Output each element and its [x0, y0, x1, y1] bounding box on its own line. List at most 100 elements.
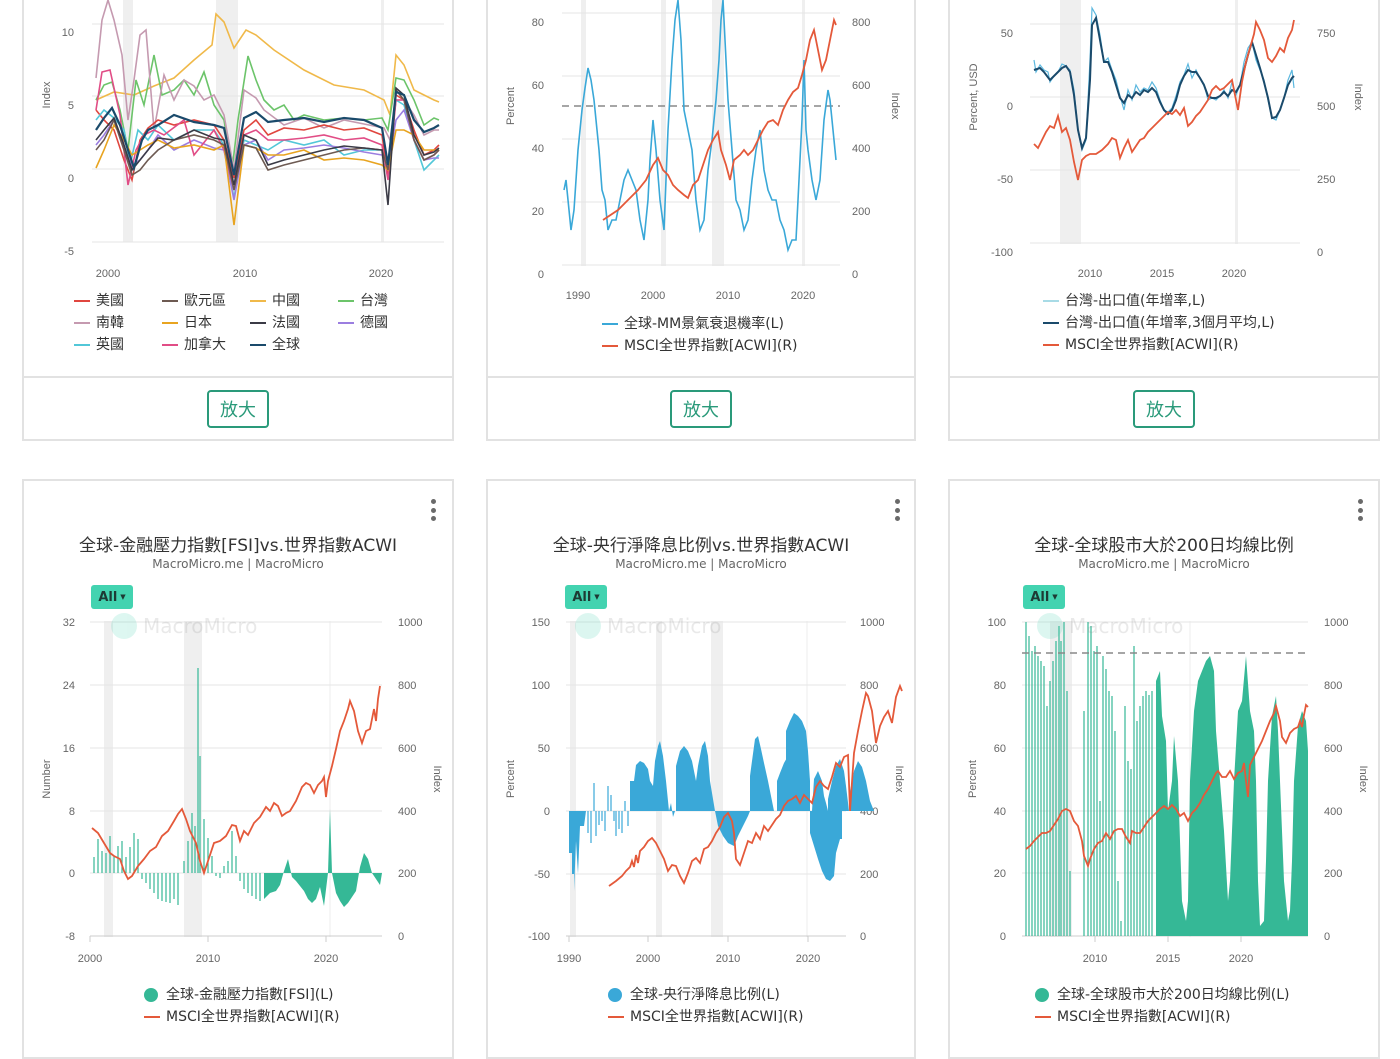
- legend-item-eurozone[interactable]: 歐元區: [162, 290, 250, 312]
- svg-text:0: 0: [860, 931, 866, 943]
- legend-item-fsi[interactable]: 全球-金融壓力指數[FSI](L): [144, 984, 340, 1006]
- svg-text:600: 600: [1324, 743, 1342, 755]
- legend-item-exports-yoy[interactable]: 台灣-出口值(年增率,L): [1043, 290, 1275, 312]
- svg-text:2000: 2000: [641, 290, 665, 302]
- svg-text:0: 0: [538, 269, 544, 281]
- svg-text:-50: -50: [534, 869, 550, 881]
- taiwan-exports-legend: 台灣-出口值(年增率,L) 台灣-出口值(年增率,3個月平均,L) MSCI全世…: [1043, 290, 1275, 356]
- svg-text:10: 10: [62, 27, 74, 39]
- legend-item-exports-3ma[interactable]: 台灣-出口值(年增率,3個月平均,L): [1043, 312, 1275, 334]
- pmi-legend: 美國 歐元區 中國 台灣 南韓 日本 法國 德國 英國 加拿大 全球: [74, 290, 426, 356]
- left-axis-label: Percent: [505, 760, 517, 798]
- card-footer: 放大: [950, 376, 1378, 439]
- svg-text:2000: 2000: [78, 953, 102, 965]
- more-options-icon[interactable]: [1355, 499, 1365, 521]
- legend-item-canada[interactable]: 加拿大: [162, 334, 250, 356]
- legend-item-cb-cuts[interactable]: 全球-央行淨降息比例(L): [608, 984, 804, 1006]
- svg-text:0: 0: [68, 173, 74, 185]
- legend-item-japan[interactable]: 日本: [162, 312, 250, 334]
- range-selector-all[interactable]: All ▼: [1023, 585, 1065, 609]
- svg-text:-100: -100: [528, 931, 550, 943]
- right-axis-label: Index: [1357, 766, 1369, 793]
- svg-text:0: 0: [1324, 931, 1330, 943]
- svg-text:1000: 1000: [398, 617, 422, 629]
- svg-text:200: 200: [1324, 868, 1342, 880]
- legend-item-global[interactable]: 全球: [250, 334, 338, 356]
- recession-legend: 全球-MM景氣衰退機率(L) MSCI全世界指數[ACWI](R): [602, 313, 798, 357]
- left-axis-label: Number: [41, 759, 53, 798]
- macromicro-watermark: MacroMicro: [111, 613, 257, 639]
- svg-text:800: 800: [398, 680, 416, 692]
- svg-text:0: 0: [1007, 101, 1013, 113]
- legend-item-above-200dma[interactable]: 全球-全球股市大於200日均線比例(L): [1035, 984, 1290, 1006]
- legend-item-us[interactable]: 美國: [74, 290, 162, 312]
- range-selector-all[interactable]: All ▼: [565, 585, 607, 609]
- svg-text:750: 750: [1317, 28, 1335, 40]
- svg-text:400: 400: [1324, 806, 1342, 818]
- more-options-icon[interactable]: [428, 499, 438, 521]
- svg-text:0: 0: [852, 269, 858, 281]
- legend-item-china[interactable]: 中國: [250, 290, 338, 312]
- svg-text:20: 20: [994, 868, 1006, 880]
- svg-text:0: 0: [1317, 247, 1323, 259]
- right-axis-label: Index: [893, 766, 905, 793]
- zoom-button[interactable]: 放大: [207, 389, 269, 428]
- svg-text:60: 60: [532, 80, 544, 92]
- right-axis-label: Index: [1352, 84, 1364, 111]
- legend-item-acwi[interactable]: MSCI全世界指數[ACWI](R): [602, 335, 798, 357]
- svg-text:2010: 2010: [196, 953, 220, 965]
- zoom-button[interactable]: 放大: [670, 389, 732, 428]
- chart-card-taiwan-exports: 50 0 -50 -100 750 500 250 0 Percent, USD Index…: [948, 0, 1380, 441]
- svg-text:1990: 1990: [557, 953, 581, 965]
- legend-item-taiwan[interactable]: 台灣: [338, 290, 426, 312]
- svg-text:1000: 1000: [860, 617, 884, 629]
- legend-item-recession-probability[interactable]: 全球-MM景氣衰退機率(L): [602, 313, 798, 335]
- chart-card-pmi: 10 5 0 -5 Index 2000 2010 2020 美國 歐元區 中國…: [22, 0, 454, 441]
- svg-text:1990: 1990: [566, 290, 590, 302]
- svg-text:250: 250: [1317, 174, 1335, 186]
- svg-text:32: 32: [63, 617, 75, 629]
- macromicro-watermark: MacroMicro: [1037, 613, 1183, 639]
- chart-subtitle: MacroMicro.me | MacroMicro: [1078, 557, 1250, 571]
- svg-text:50: 50: [538, 743, 550, 755]
- svg-text:2020: 2020: [1222, 268, 1246, 280]
- legend-item-korea[interactable]: 南韓: [74, 312, 162, 334]
- range-selector-all[interactable]: All ▼: [91, 585, 133, 609]
- svg-text:800: 800: [852, 17, 870, 29]
- svg-text:100: 100: [988, 617, 1006, 629]
- svg-text:-50: -50: [997, 174, 1013, 186]
- legend-item-uk[interactable]: 英國: [74, 334, 162, 356]
- chart-card-recession-probability: 80 60 40 20 0 800 600 400 200 0 Percent Index 19…: [486, 0, 916, 441]
- svg-text:150: 150: [532, 617, 550, 629]
- legend-item-acwi[interactable]: MSCI全世界指數[ACWI](R): [144, 1006, 340, 1028]
- svg-text:-100: -100: [991, 247, 1013, 259]
- legend-item-france[interactable]: 法國: [250, 312, 338, 334]
- svg-text:1000: 1000: [1324, 617, 1348, 629]
- macromicro-watermark: MacroMicro: [575, 613, 721, 639]
- zoom-button[interactable]: 放大: [1133, 389, 1195, 428]
- pmi-line-chart[interactable]: 10 5 0 -5 Index 2000 2010 2020: [24, 0, 454, 380]
- svg-text:200: 200: [852, 206, 870, 218]
- macromicro-logo-icon: [111, 613, 137, 639]
- svg-text:0: 0: [1000, 931, 1006, 943]
- legend-item-germany[interactable]: 德國: [338, 312, 426, 334]
- chart-card-fsi: 全球-金融壓力指數[FSI]vs.世界指數ACWI MacroMicro.me …: [22, 479, 454, 1059]
- svg-text:600: 600: [860, 743, 878, 755]
- svg-text:2020: 2020: [369, 268, 393, 280]
- svg-text:600: 600: [852, 80, 870, 92]
- legend-item-acwi[interactable]: MSCI全世界指數[ACWI](R): [608, 1006, 804, 1028]
- svg-text:2000: 2000: [636, 953, 660, 965]
- card-footer: 放大: [488, 376, 914, 439]
- svg-text:2020: 2020: [314, 953, 338, 965]
- chart-title: 全球-央行淨降息比例vs.世界指數ACWI: [552, 536, 850, 556]
- more-options-icon[interactable]: [892, 499, 902, 521]
- svg-text:2000: 2000: [96, 268, 120, 280]
- svg-text:-5: -5: [64, 246, 74, 258]
- legend-item-acwi[interactable]: MSCI全世界指數[ACWI](R): [1035, 1006, 1290, 1028]
- legend-item-acwi[interactable]: MSCI全世界指數[ACWI](R): [1043, 334, 1275, 356]
